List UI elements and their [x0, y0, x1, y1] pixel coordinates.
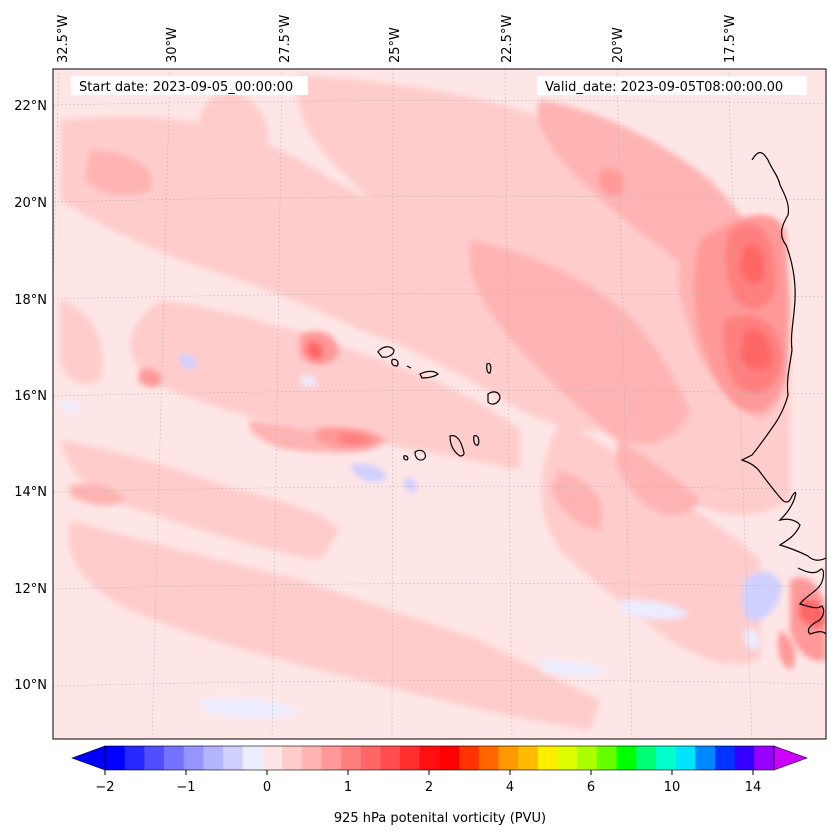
lat-label: 22°N [14, 99, 47, 114]
colorbar-cell [105, 746, 126, 770]
island-maio [473, 435, 480, 446]
colorbar-cell [478, 746, 500, 770]
start-date-text: Start date: 2023-09-05_00:00:00 [79, 80, 293, 95]
colorbar-cell [655, 746, 677, 770]
colorbar-cells [105, 746, 775, 770]
colorbar-tick-label: 1 [344, 780, 352, 795]
colorbar-cell [144, 746, 165, 770]
colorbar-cell [321, 746, 342, 770]
lat-label: 10°N [14, 678, 47, 693]
valid-date-text: Valid_date: 2023-09-05T08:00:00.00 [545, 80, 783, 95]
colorbar-cell [380, 746, 401, 770]
colorbar-tick-label: 6 [587, 780, 595, 795]
colorbar-cell [203, 746, 224, 770]
map-panel: Start date: 2023-09-05_00:00:00 Valid_da… [53, 69, 826, 739]
island-boa-vista [487, 391, 501, 405]
colorbar-label: 925 hPa potenital vorticity (PVU) [334, 811, 546, 826]
colorbar-cell [282, 746, 303, 770]
lat-label: 18°N [14, 293, 47, 308]
map-frame [52, 68, 827, 740]
pv-field-negative [60, 354, 782, 718]
colorbar-tick-label: 0 [263, 780, 271, 795]
colorbar-cell [124, 746, 145, 770]
island-fogo [414, 449, 426, 461]
colorbar-cell [537, 746, 559, 770]
colorbar-cell [636, 746, 657, 770]
africa-coast [740, 151, 826, 561]
colorbar-cell [616, 746, 637, 770]
colorbar-cell [183, 746, 204, 770]
lon-label: 17.5°W [723, 15, 738, 63]
colorbar-ticks: −2 −1 0 1 2 4 6 10 14 [95, 770, 761, 795]
colorbar-tick-label: 10 [664, 780, 681, 795]
colorbar-extend-low [71, 745, 106, 771]
lon-label: 20°W [611, 27, 626, 63]
colorbar-cell [675, 746, 696, 770]
island-santiago [449, 435, 465, 457]
colorbar-outline [104, 745, 775, 771]
colorbar-cell [419, 746, 441, 770]
colorbar-cell [223, 746, 244, 770]
colorbar-cell [577, 746, 598, 770]
island-sao-nicolau [419, 370, 439, 379]
island-brava [403, 455, 409, 461]
colorbar-cell [262, 746, 283, 770]
lon-label: 22.5°W [500, 15, 515, 63]
start-date-box [71, 76, 308, 95]
colorbar-cell [301, 746, 323, 770]
colorbar-cell [459, 746, 480, 770]
colorbar-cell [360, 746, 382, 770]
island-sal [486, 362, 492, 374]
coastline [740, 151, 826, 635]
colorbar-tick-label: −2 [95, 780, 114, 795]
island-santa-luzia [406, 365, 412, 369]
lat-label: 12°N [14, 582, 47, 597]
colorbar-cell [439, 746, 460, 770]
colorbar-tick-label: 2 [425, 780, 433, 795]
lat-label: 16°N [14, 389, 47, 404]
valid-date-box [537, 76, 807, 95]
colorbar-cell [734, 746, 755, 770]
colorbar: −2 −1 0 1 2 4 6 10 14 925 hPa potenital … [71, 745, 808, 826]
colorbar-cell [518, 746, 539, 770]
island-sao-vicente [391, 358, 399, 367]
colorbar-cell [242, 746, 264, 770]
colorbar-tick-label: −1 [176, 780, 195, 795]
pv-field-strong [138, 169, 826, 670]
lon-label: 25°W [388, 27, 403, 63]
lon-label: 27.5°W [278, 15, 293, 63]
colorbar-cell [714, 746, 736, 770]
colorbar-cell [557, 746, 578, 770]
lat-label: 20°N [14, 196, 47, 211]
colorbar-cell [596, 746, 618, 770]
colorbar-cell [498, 746, 519, 770]
colorbar-cell [695, 746, 716, 770]
colorbar-cell [164, 746, 185, 770]
colorbar-cell [341, 746, 362, 770]
lon-label: 30°W [165, 27, 180, 63]
lon-label: 32.5°W [56, 15, 71, 63]
island-santo-antao [377, 346, 395, 358]
islands [377, 346, 501, 461]
lat-label: 14°N [14, 485, 47, 500]
longitude-labels: 32.5°W 30°W 27.5°W 25°W 22.5°W 20°W 17.5… [56, 15, 738, 63]
colorbar-tick-label: 4 [506, 780, 514, 795]
colorbar-tick-label: 14 [745, 780, 762, 795]
latitude-labels: 22°N 20°N 18°N 16°N 14°N 12°N 10°N [14, 99, 47, 693]
colorbar-cell [754, 746, 775, 770]
colorbar-extend-high [773, 745, 808, 771]
colorbar-cell [400, 746, 421, 770]
